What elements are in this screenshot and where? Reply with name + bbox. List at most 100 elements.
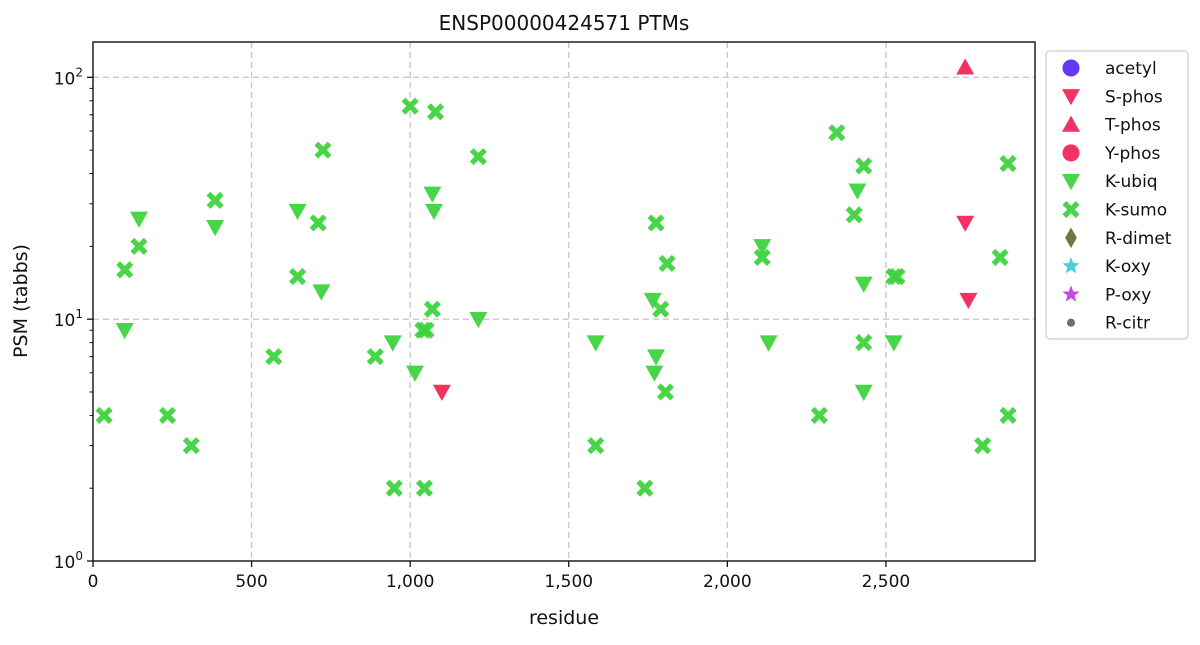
- data-point-s-phos: [432, 384, 451, 401]
- y-tick-label: 101: [54, 307, 83, 331]
- data-point-k-sumo: [314, 141, 332, 159]
- data-point-k-ubiq: [645, 365, 664, 382]
- legend: acetyl S-phos T-phos Y-phos K-ubiq K-sumo R-di…: [1045, 50, 1189, 340]
- data-point-k-ubiq: [469, 311, 488, 329]
- data-point-k-ubiq: [586, 335, 605, 352]
- legend-marker-r-citr: [1066, 318, 1076, 327]
- data-point-k-sumo: [417, 321, 435, 339]
- data-point-k-ubiq: [884, 335, 903, 352]
- legend-label-y-phos: Y-phos: [1104, 144, 1160, 164]
- data-point-k-sumo: [401, 97, 419, 115]
- data-point-k-ubiq: [405, 365, 424, 382]
- x-tick-label: 500: [235, 572, 267, 592]
- data-point-k-ubiq: [646, 349, 665, 366]
- data-point-k-ubiq: [854, 384, 873, 401]
- data-point-k-sumo: [658, 254, 676, 272]
- x-tick-label: 0: [88, 572, 99, 592]
- data-point-k-sumo: [636, 479, 654, 497]
- legend-box: [1045, 50, 1189, 340]
- data-point-k-sumo: [130, 237, 148, 255]
- legend-label-k-oxy: K-oxy: [1105, 257, 1151, 277]
- y-tick-base: 10: [54, 69, 76, 89]
- data-point-k-ubiq: [288, 203, 307, 221]
- legend-marker-k-sumo: [1062, 200, 1080, 219]
- data-point-k-sumo: [182, 437, 200, 455]
- data-point-k-sumo: [423, 300, 441, 318]
- legend-label-k-ubiq: K-ubiq: [1105, 172, 1158, 192]
- data-point-k-sumo: [385, 479, 403, 497]
- legend-marker-r-dimet: [1065, 227, 1077, 249]
- data-point-k-ubiq: [312, 284, 331, 301]
- data-point-k-sumo: [116, 261, 134, 279]
- data-point-k-ubiq: [115, 323, 134, 340]
- y-axis-label: PSM (tabbs): [10, 244, 32, 358]
- data-point-k-sumo: [647, 214, 665, 232]
- data-point-k-sumo: [828, 124, 846, 142]
- data-point-k-ubiq: [753, 239, 772, 256]
- data-point-k-ubiq: [643, 292, 662, 310]
- data-point-k-sumo: [206, 191, 224, 209]
- y-tick-base: 10: [54, 553, 76, 573]
- data-point-k-ubiq: [423, 186, 442, 203]
- y-tick-exponent: 1: [75, 307, 83, 321]
- y-tick-label: 100: [54, 549, 83, 573]
- legend-marker-acetyl: [1062, 59, 1080, 77]
- data-point-t-phos: [956, 58, 975, 75]
- data-point-k-sumo: [158, 406, 177, 424]
- data-point-k-sumo: [810, 406, 828, 424]
- grid-lines: [93, 42, 1035, 561]
- data-point-k-sumo: [289, 268, 307, 286]
- data-point-k-sumo: [974, 437, 992, 455]
- legend-marker-k-oxy: [1062, 257, 1080, 274]
- data-point-k-ubiq: [848, 183, 867, 200]
- legend-label-r-citr: R-citr: [1105, 314, 1150, 334]
- y-tick-exponent: 0: [75, 549, 83, 563]
- data-points: [95, 58, 1017, 497]
- x-tick-label: 1,000: [386, 572, 435, 592]
- data-point-s-phos: [959, 292, 978, 310]
- legend-marker-k-ubiq: [1062, 174, 1080, 191]
- x-tick-label: 2,500: [862, 572, 911, 592]
- data-point-s-phos: [956, 215, 975, 232]
- data-point-k-ubiq: [424, 203, 443, 221]
- legend-label-acetyl: acetyl: [1105, 59, 1157, 79]
- data-point-k-sumo: [95, 406, 113, 424]
- data-point-k-sumo: [855, 157, 873, 175]
- x-tick-label: 1,500: [544, 572, 593, 592]
- data-point-k-sumo: [753, 248, 771, 266]
- plot-frame: [92, 41, 1036, 562]
- data-point-k-sumo: [587, 437, 605, 455]
- data-point-k-ubiq: [206, 220, 225, 237]
- data-point-k-sumo: [888, 268, 906, 286]
- data-point-k-sumo: [991, 248, 1009, 266]
- y-tick-label: 102: [54, 65, 83, 89]
- data-point-k-sumo: [415, 479, 433, 497]
- x-tick-label: 2,000: [703, 572, 752, 592]
- legend-marker-p-oxy: [1062, 285, 1080, 302]
- chart-title: ENSP00000424571 PTMs: [439, 11, 690, 35]
- data-point-k-sumo: [999, 406, 1017, 424]
- data-point-k-ubiq: [383, 335, 402, 352]
- data-point-k-sumo: [366, 348, 384, 366]
- y-tick-base: 10: [54, 311, 76, 331]
- legend-label-k-sumo: K-sumo: [1105, 201, 1167, 221]
- legend-marker-y-phos: [1062, 144, 1080, 162]
- data-point-k-sumo: [652, 300, 670, 318]
- legend-label-s-phos: S-phos: [1105, 87, 1163, 107]
- data-point-k-ubiq: [759, 335, 778, 352]
- data-point-k-sumo: [426, 103, 445, 121]
- data-point-k-sumo: [309, 214, 327, 232]
- data-point-k-sumo: [656, 383, 675, 401]
- data-point-k-sumo: [845, 206, 863, 224]
- legend-marker-s-phos: [1062, 89, 1080, 106]
- legend-label-p-oxy: P-oxy: [1105, 285, 1151, 305]
- data-point-k-ubiq: [854, 276, 873, 293]
- x-axis-label: residue: [529, 607, 599, 629]
- legend-label-t-phos: T-phos: [1104, 116, 1161, 136]
- legend-marker-t-phos: [1062, 115, 1080, 132]
- y-tick-exponent: 2: [75, 65, 83, 79]
- data-point-k-sumo: [469, 148, 487, 166]
